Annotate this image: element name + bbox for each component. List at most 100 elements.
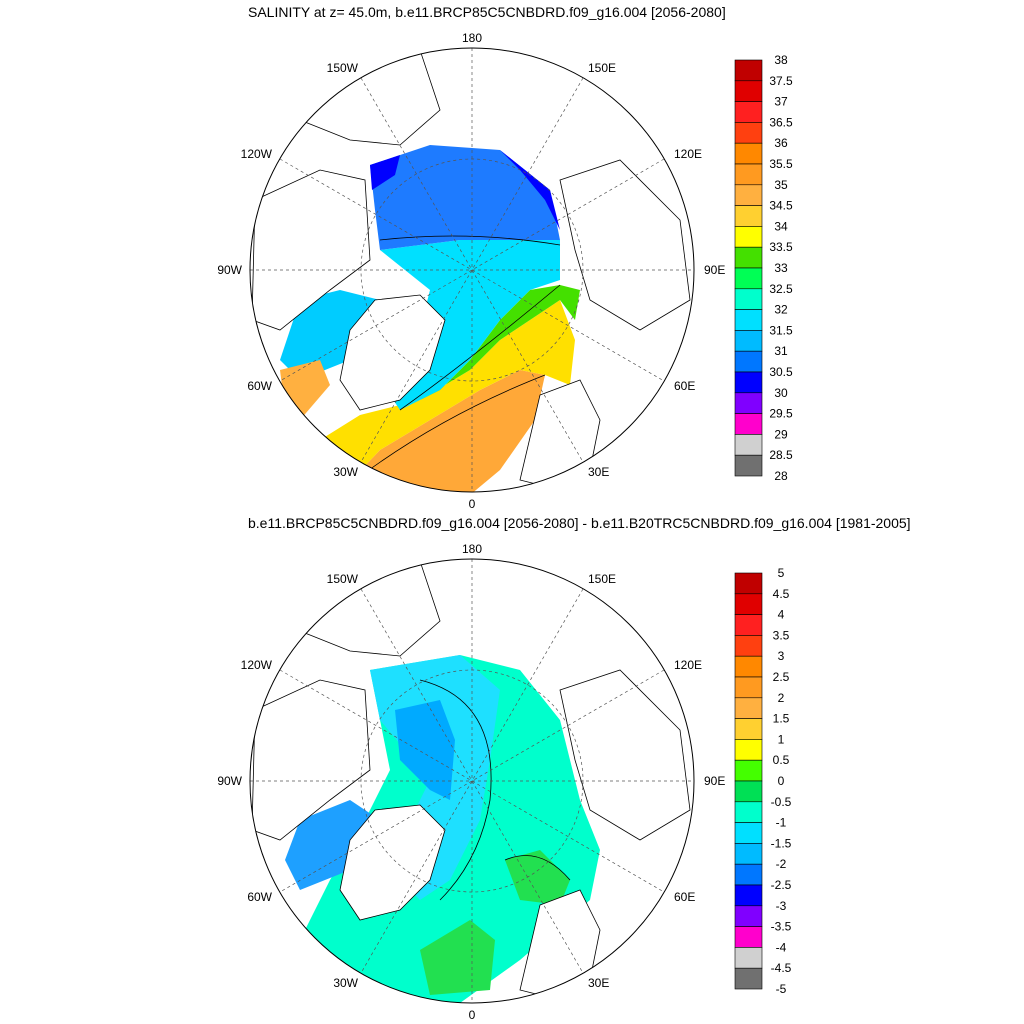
cbar2-swatch-4 <box>734 655 763 678</box>
panel2-colorbar: 5 4.5 4 3.5 3 2.5 2 1.5 1 0.5 0 -0.5 -1 -1.5 -2 -2.5 -3 -… <box>734 566 792 996</box>
cbar1-swatch-18 <box>734 434 763 456</box>
cbar1-swatch-10 <box>734 267 763 290</box>
cbar2-label-16: -3 <box>776 899 787 913</box>
p1-lon-90e: 90E <box>704 263 725 277</box>
cbar1-label-1: 37.5 <box>769 74 793 88</box>
cbar2-label-9: 0.5 <box>773 753 790 767</box>
land-canada-2 <box>251 679 371 841</box>
cbar1-swatch-11 <box>734 288 763 310</box>
cbar2-label-18: -4 <box>776 940 787 954</box>
cbar1-label-12: 32 <box>774 303 788 317</box>
cbar2-label-1: 4.5 <box>773 587 790 601</box>
cbar1-swatch-0 <box>734 59 763 82</box>
cbar1-label-6: 35 <box>774 178 788 192</box>
cbar2-label-5: 2.5 <box>773 670 790 684</box>
cbar2-swatch-6 <box>734 697 763 719</box>
p1-lon-120e: 120E <box>674 147 702 161</box>
p2-lon-120w: 120W <box>241 658 273 672</box>
land-siberia <box>559 159 691 331</box>
panel2-title: b.e11.BRCP85C5CNBDRD.f09_g16.004 [2056-2… <box>248 515 911 531</box>
cbar1-label-18: 29 <box>774 427 788 441</box>
p2-lon-30e: 30E <box>588 976 609 990</box>
cbar1-swatch-5 <box>734 163 763 186</box>
cbar2-swatch-16 <box>734 905 763 927</box>
cbar1-swatch-4 <box>734 142 763 165</box>
cbar2-swatch-15 <box>734 884 763 907</box>
p1-lon-150w: 150W <box>327 61 359 75</box>
p1-lon-30e: 30E <box>588 465 609 479</box>
p1-lon-120w: 120W <box>241 147 273 161</box>
cbar1-label-7: 34.5 <box>769 199 793 213</box>
cbar2-label-8: 1 <box>778 732 785 746</box>
cbar1-swatch-1 <box>734 80 763 102</box>
p2-lon-90w: 90W <box>217 774 242 788</box>
cbar2-label-11: -0.5 <box>771 795 792 809</box>
cbar2-label-19: -4.5 <box>771 961 792 975</box>
cbar2-label-12: -1 <box>776 816 787 830</box>
cbar2-label-10: 0 <box>778 774 785 788</box>
land-canada <box>251 169 371 331</box>
p2-lon-150e: 150E <box>588 572 616 586</box>
cbar1-swatch-13 <box>734 330 763 352</box>
p2-lon-90e: 90E <box>704 774 725 788</box>
cbar2-label-2: 4 <box>778 608 785 622</box>
p2-lon-30w: 30W <box>333 976 358 990</box>
cbar2-label-6: 2 <box>778 691 785 705</box>
cbar1-label-13: 31.5 <box>769 323 793 337</box>
cbar2-swatch-18 <box>734 947 763 969</box>
cbar2-label-0: 5 <box>778 566 785 580</box>
cbar1-label-20: 28 <box>774 469 788 483</box>
cbar2-swatch-1 <box>734 593 763 615</box>
cbar1-swatch-2 <box>734 101 763 123</box>
field-green-band <box>400 285 580 410</box>
cbar2-swatch-2 <box>734 614 763 636</box>
field-diff-baffin <box>285 800 380 890</box>
cbar1-label-14: 31 <box>774 344 788 358</box>
cbar2-label-17: -3.5 <box>771 920 792 934</box>
cbar2-swatch-3 <box>734 635 763 657</box>
panel1-colorbar: 38 37.5 37 36.5 36 35.5 35 34.5 34 33.5 33 32.5 32 31… <box>734 53 793 483</box>
cbar1-swatch-8 <box>734 226 763 248</box>
cbar1-label-2: 37 <box>774 95 788 109</box>
cbar1-label-3: 36.5 <box>769 115 793 129</box>
cbar1-swatch-16 <box>734 392 763 414</box>
cbar1-swatch-7 <box>734 205 763 227</box>
field-atlantic-orange <box>340 370 545 492</box>
cbar1-label-10: 33 <box>774 261 788 275</box>
p1-lon-60e: 60E <box>674 379 695 393</box>
cbar1-label-4: 36 <box>774 136 788 150</box>
p1-lon-30w: 30W <box>333 465 358 479</box>
cbar2-swatch-12 <box>734 822 763 844</box>
cbar2-label-15: -2.5 <box>771 878 792 892</box>
panel1-title: SALINITY at z= 45.0m, b.e11.BRCP85C5CNBD… <box>248 4 726 20</box>
field-blue-basin <box>370 145 560 250</box>
cbar1-label-0: 38 <box>774 53 788 67</box>
cbar2-swatch-11 <box>734 801 763 823</box>
field-atlantic-yellow <box>300 300 575 492</box>
cbar2-label-13: -1.5 <box>771 836 792 850</box>
cbar2-swatch-17 <box>734 926 763 948</box>
cbar1-swatch-9 <box>734 246 763 269</box>
cbar1-swatch-14 <box>734 350 763 373</box>
land-greenland-2 <box>339 804 446 921</box>
cbar1-swatch-3 <box>734 122 763 144</box>
cbar1-label-8: 34 <box>774 219 788 233</box>
field-darkblue-edge <box>500 150 560 230</box>
cbar2-swatch-5 <box>734 676 763 699</box>
p1-lon-60w: 60W <box>247 379 272 393</box>
cbar2-label-3: 3.5 <box>773 628 790 642</box>
cbar1-swatch-19 <box>734 454 763 477</box>
cbar2-swatch-14 <box>734 863 763 886</box>
p2-lon-60w: 60W <box>247 890 272 904</box>
p2-lon-0: 0 <box>469 1008 476 1022</box>
cbar1-label-17: 29.5 <box>769 407 793 421</box>
p2-lon-120e: 120E <box>674 658 702 672</box>
field-diff-green-1 <box>505 850 570 905</box>
cbar1-swatch-15 <box>734 371 763 394</box>
land-greenland <box>339 294 446 411</box>
cbar1-label-15: 30.5 <box>769 365 793 379</box>
cbar1-label-5: 35.5 <box>769 157 793 171</box>
cbar2-label-14: -2 <box>776 857 787 871</box>
cbar2-swatch-13 <box>734 843 763 865</box>
